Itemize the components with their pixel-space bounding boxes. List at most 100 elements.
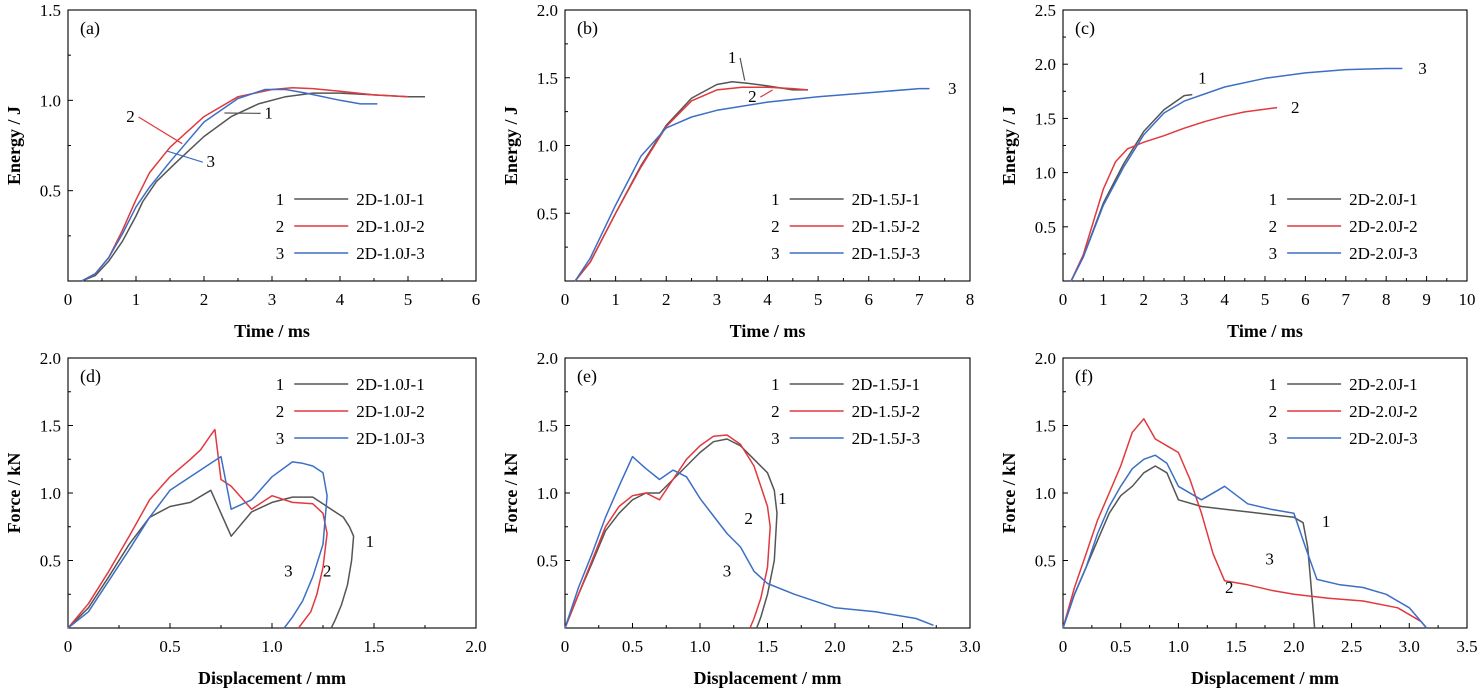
y-tick-label: 1.5 [40, 1, 61, 20]
legend-number: 2 [771, 217, 780, 236]
series-line-3 [574, 87, 930, 282]
legend-label: 2D-2.0J-2 [1349, 217, 1417, 236]
legend-label: 2D-1.0J-2 [356, 402, 424, 421]
legend-number: 2 [1269, 217, 1278, 236]
x-tick-label: 1 [132, 290, 141, 309]
legend-label: 2D-1.0J-1 [356, 375, 424, 394]
panel-tag: (b) [577, 18, 598, 39]
panel-tag: (a) [80, 18, 100, 39]
series-line-3 [1070, 67, 1403, 282]
panel-tag: (f) [1075, 366, 1093, 387]
curve-annotation: 1 [728, 48, 737, 67]
x-tick-label: 4 [763, 290, 772, 309]
y-axis-title: Energy / J [999, 106, 1019, 185]
panel-f: 0 0.5 1.0 1.5 2.0 2.5 3.0 3.5 0.5 1.0 1.5 2.0 Displa… [999, 349, 1478, 688]
y-tick-label: 1.0 [537, 484, 558, 503]
panel-d: 0 0.5 1.0 1.5 2.0 0.5 1.0 1.5 2.0 Displacement / … [4, 349, 487, 688]
curve-annotation: 3 [723, 562, 732, 581]
legend-label: 2D-2.0J-3 [1349, 429, 1417, 448]
x-tick-label: 1.5 [757, 637, 778, 656]
curve-annotation: 1 [1322, 512, 1331, 531]
legend-label: 2D-1.5J-2 [852, 402, 920, 421]
y-tick-label: 2.0 [1035, 349, 1056, 368]
y-tick-label: 1.0 [40, 91, 61, 110]
y-tick-label: 2.0 [537, 349, 558, 368]
curve-annotation: 2 [1225, 578, 1234, 597]
legend-number: 3 [1269, 429, 1278, 448]
legend-label: 2D-1.5J-3 [852, 244, 920, 263]
plot-frame [67, 357, 477, 629]
panel-b: 0 1 2 3 4 5 6 7 8 0.5 1.0 1.5 2.0 Time / ms Energy / J… [501, 1, 974, 341]
x-tick-label: 1.0 [1168, 637, 1189, 656]
y-tick-label: 2.0 [1035, 55, 1056, 74]
series-line-1 [1062, 465, 1316, 629]
x-tick-label: 2.0 [465, 637, 486, 656]
x-tick-label: 3.5 [1456, 637, 1477, 656]
x-tick-label: 5 [404, 290, 413, 309]
plot-frame [564, 357, 971, 629]
plot-frame [564, 9, 971, 282]
x-tick-label: 6 [865, 290, 874, 309]
y-axis-title: Energy / J [501, 106, 521, 185]
series-line-1 [1070, 93, 1193, 282]
curve-annotation: 3 [1418, 59, 1427, 78]
legend-number: 1 [276, 190, 285, 209]
curve-annotation: 2 [748, 87, 757, 106]
y-tick-label: 0.5 [537, 552, 558, 571]
legend-label: 2D-1.5J-1 [852, 190, 920, 209]
y-tick-label: 1.5 [40, 417, 61, 436]
x-tick-label: 3.0 [959, 637, 980, 656]
legend-number: 3 [771, 244, 780, 263]
x-tick-label: 1.0 [261, 637, 282, 656]
y-tick-label: 0.5 [1035, 218, 1056, 237]
curve-annotation: 2 [126, 107, 135, 126]
legend-number: 3 [276, 244, 285, 263]
x-tick-label: 3.0 [1399, 637, 1420, 656]
legend-number: 1 [1269, 375, 1278, 394]
series-line-2 [67, 428, 328, 629]
x-tick-label: 0 [561, 637, 570, 656]
x-tick-label: 9 [1422, 290, 1431, 309]
legend-number: 2 [1269, 402, 1278, 421]
legend-label: 2D-2.0J-1 [1349, 190, 1417, 209]
x-tick-label: 8 [966, 290, 975, 309]
x-tick-label: 2 [662, 290, 671, 309]
x-tick-label: 1.0 [689, 637, 710, 656]
x-tick-label: 0 [561, 290, 570, 309]
panel-e: 0 0.5 1.0 1.5 2.0 2.5 3.0 0.5 1.0 1.5 2.0 Displacem… [501, 349, 981, 688]
x-tick-label: 1.5 [1226, 637, 1247, 656]
legend-number: 1 [1269, 190, 1278, 209]
legend-number: 2 [771, 402, 780, 421]
curve-annotation: 1 [1198, 69, 1207, 88]
curve-annotation: 2 [1291, 98, 1300, 117]
x-tick-label: 0.5 [159, 637, 180, 656]
panel-a: 0 1 2 3 4 5 6 0.5 1.0 1.5 Time / ms Energy / J (a) 1 2… [4, 1, 480, 341]
x-tick-label: 3 [713, 290, 722, 309]
y-tick-label: 2.0 [40, 349, 61, 368]
legend-label: 2D-2.0J-1 [1349, 375, 1417, 394]
x-tick-label: 2.0 [824, 637, 845, 656]
y-tick-label: 1.5 [537, 69, 558, 88]
legend-label: 2D-1.5J-2 [852, 217, 920, 236]
x-tick-label: 3 [268, 290, 277, 309]
legend-number: 1 [276, 375, 285, 394]
x-tick-label: 1.5 [363, 637, 384, 656]
x-tick-label: 1 [611, 290, 620, 309]
legend-number: 2 [276, 402, 285, 421]
curve-annotation: 1 [264, 103, 273, 122]
legend-label: 2D-1.0J-2 [356, 217, 424, 236]
y-tick-label: 1.0 [537, 137, 558, 156]
series-line-1 [564, 438, 778, 629]
x-tick-label: 7 [1342, 290, 1351, 309]
x-tick-label: 5 [814, 290, 823, 309]
x-tick-label: 2.5 [1341, 637, 1362, 656]
y-tick-label: 0.5 [537, 204, 558, 223]
curve-annotation: 3 [284, 562, 293, 581]
panel-tag: (d) [80, 366, 101, 387]
plot-frame [1062, 9, 1468, 282]
curve-annotation: 2 [744, 509, 753, 528]
legend-label: 2D-2.0J-3 [1349, 244, 1417, 263]
x-axis-title: Time / ms [1227, 321, 1303, 341]
curve-annotation: 1 [778, 489, 787, 508]
